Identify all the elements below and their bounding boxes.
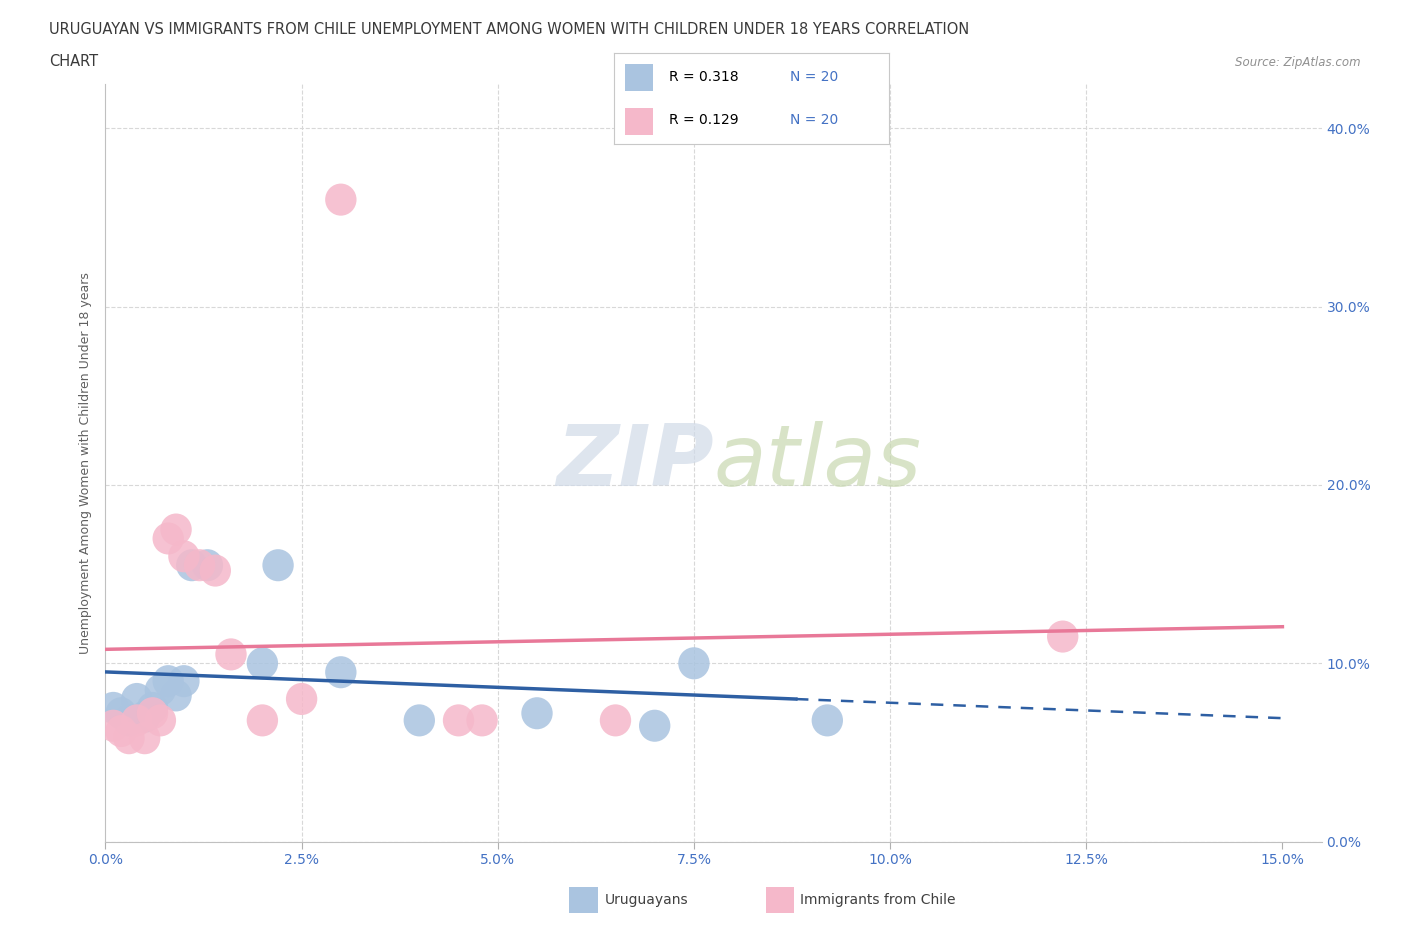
Text: atlas: atlas — [713, 421, 921, 504]
Ellipse shape — [443, 704, 474, 737]
Y-axis label: Unemployment Among Women with Children Under 18 years: Unemployment Among Women with Children U… — [79, 272, 93, 654]
Ellipse shape — [246, 647, 278, 679]
Ellipse shape — [97, 710, 129, 742]
Text: Uruguayans: Uruguayans — [605, 893, 688, 908]
Ellipse shape — [160, 679, 191, 711]
Text: Source: ZipAtlas.com: Source: ZipAtlas.com — [1236, 56, 1361, 69]
Ellipse shape — [176, 550, 208, 581]
Ellipse shape — [325, 657, 357, 688]
Ellipse shape — [184, 550, 215, 581]
Ellipse shape — [136, 692, 169, 724]
Ellipse shape — [263, 550, 294, 581]
Ellipse shape — [404, 704, 434, 737]
Ellipse shape — [152, 665, 184, 698]
Ellipse shape — [129, 723, 160, 754]
FancyBboxPatch shape — [626, 108, 652, 135]
Ellipse shape — [121, 683, 152, 715]
Ellipse shape — [638, 710, 671, 742]
Ellipse shape — [215, 638, 246, 671]
Ellipse shape — [145, 704, 176, 737]
Text: R = 0.318: R = 0.318 — [669, 70, 740, 84]
Ellipse shape — [136, 698, 169, 729]
Ellipse shape — [467, 704, 498, 737]
Ellipse shape — [160, 513, 191, 546]
Text: R = 0.129: R = 0.129 — [669, 113, 740, 127]
Ellipse shape — [200, 554, 231, 587]
Ellipse shape — [246, 704, 278, 737]
Text: URUGUAYAN VS IMMIGRANTS FROM CHILE UNEMPLOYMENT AMONG WOMEN WITH CHILDREN UNDER : URUGUAYAN VS IMMIGRANTS FROM CHILE UNEMP… — [49, 22, 970, 37]
Ellipse shape — [1047, 620, 1078, 653]
FancyBboxPatch shape — [626, 64, 652, 91]
Text: CHART: CHART — [49, 54, 98, 69]
Ellipse shape — [114, 723, 145, 754]
Text: Immigrants from Chile: Immigrants from Chile — [800, 893, 956, 908]
Ellipse shape — [678, 647, 710, 679]
Ellipse shape — [169, 540, 200, 572]
Ellipse shape — [129, 701, 160, 733]
Ellipse shape — [325, 183, 357, 216]
Ellipse shape — [522, 698, 553, 729]
Ellipse shape — [105, 698, 136, 729]
Ellipse shape — [600, 704, 631, 737]
Ellipse shape — [105, 715, 136, 747]
Ellipse shape — [191, 550, 224, 581]
Ellipse shape — [121, 704, 152, 737]
Ellipse shape — [811, 704, 844, 737]
Ellipse shape — [145, 674, 176, 706]
Ellipse shape — [114, 704, 145, 737]
Ellipse shape — [285, 683, 318, 715]
Text: N = 20: N = 20 — [790, 113, 838, 127]
Text: ZIP: ZIP — [555, 421, 713, 504]
Ellipse shape — [97, 692, 129, 724]
Text: N = 20: N = 20 — [790, 70, 838, 84]
Ellipse shape — [169, 665, 200, 698]
Ellipse shape — [152, 523, 184, 554]
